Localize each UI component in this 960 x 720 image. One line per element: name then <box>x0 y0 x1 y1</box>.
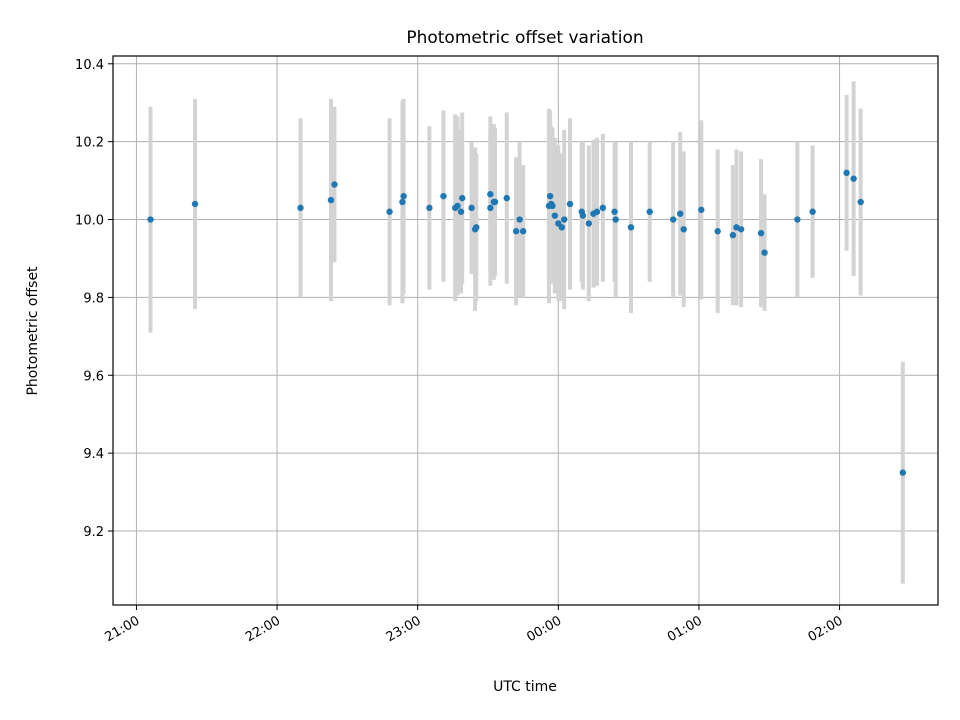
data-point <box>512 228 520 235</box>
data-points <box>147 169 907 476</box>
data-point <box>809 208 816 215</box>
data-point <box>593 208 601 215</box>
data-point <box>519 228 527 235</box>
y-tick-label: 10.0 <box>75 214 104 229</box>
data-point <box>646 208 653 215</box>
data-point <box>669 216 677 223</box>
data-point <box>297 204 304 212</box>
data-point <box>399 198 406 206</box>
data-point <box>843 169 850 177</box>
y-axis-title: Photometric offset <box>25 266 41 396</box>
data-point <box>468 204 475 212</box>
y-axis-ticks: 9.2 9.4 9.6 9.8 10.0 10.2 10.4 <box>75 58 113 540</box>
data-point <box>191 200 199 208</box>
data-point <box>516 216 523 223</box>
y-tick-label: 10.2 <box>75 136 104 151</box>
data-point <box>676 210 684 217</box>
data-point <box>400 192 407 200</box>
data-point <box>737 226 745 233</box>
x-axis-title: UTC time <box>493 679 557 695</box>
data-point <box>440 192 447 200</box>
data-point <box>487 191 494 198</box>
data-point <box>599 204 607 212</box>
data-point <box>612 216 619 223</box>
y-tick-label: 9.4 <box>83 447 104 462</box>
data-point <box>503 194 510 202</box>
data-point <box>473 224 480 231</box>
data-point <box>899 469 907 476</box>
data-point <box>426 204 433 212</box>
plot-frame <box>112 55 939 606</box>
data-point <box>729 231 737 239</box>
data-point <box>331 181 338 188</box>
data-point <box>546 192 554 200</box>
data-point <box>549 202 556 210</box>
data-point <box>579 212 587 219</box>
data-point <box>386 208 393 215</box>
data-point <box>761 249 768 256</box>
data-point <box>560 216 568 223</box>
y-tick-label: 10.4 <box>75 58 104 73</box>
data-point <box>857 198 864 206</box>
data-point <box>454 202 461 210</box>
gridlines <box>113 56 938 605</box>
data-point <box>491 198 499 206</box>
y-tick-label: 9.2 <box>83 525 104 540</box>
data-point <box>558 224 566 231</box>
data-point <box>757 229 765 237</box>
data-point <box>327 196 335 204</box>
data-point <box>714 228 721 235</box>
data-point <box>551 212 558 219</box>
data-point <box>457 208 465 215</box>
data-point <box>698 206 705 213</box>
y-tick-label: 9.8 <box>83 291 104 306</box>
data-point <box>794 216 801 223</box>
data-point <box>459 194 466 202</box>
data-point <box>680 226 687 233</box>
data-point <box>585 220 592 227</box>
data-point <box>566 200 574 208</box>
data-point <box>850 175 857 182</box>
data-point <box>627 224 635 231</box>
y-tick-label: 9.6 <box>83 369 104 384</box>
data-point <box>611 208 618 215</box>
chart-title: Photometric offset variation <box>406 28 643 48</box>
data-point <box>487 204 494 212</box>
data-point <box>147 216 154 223</box>
